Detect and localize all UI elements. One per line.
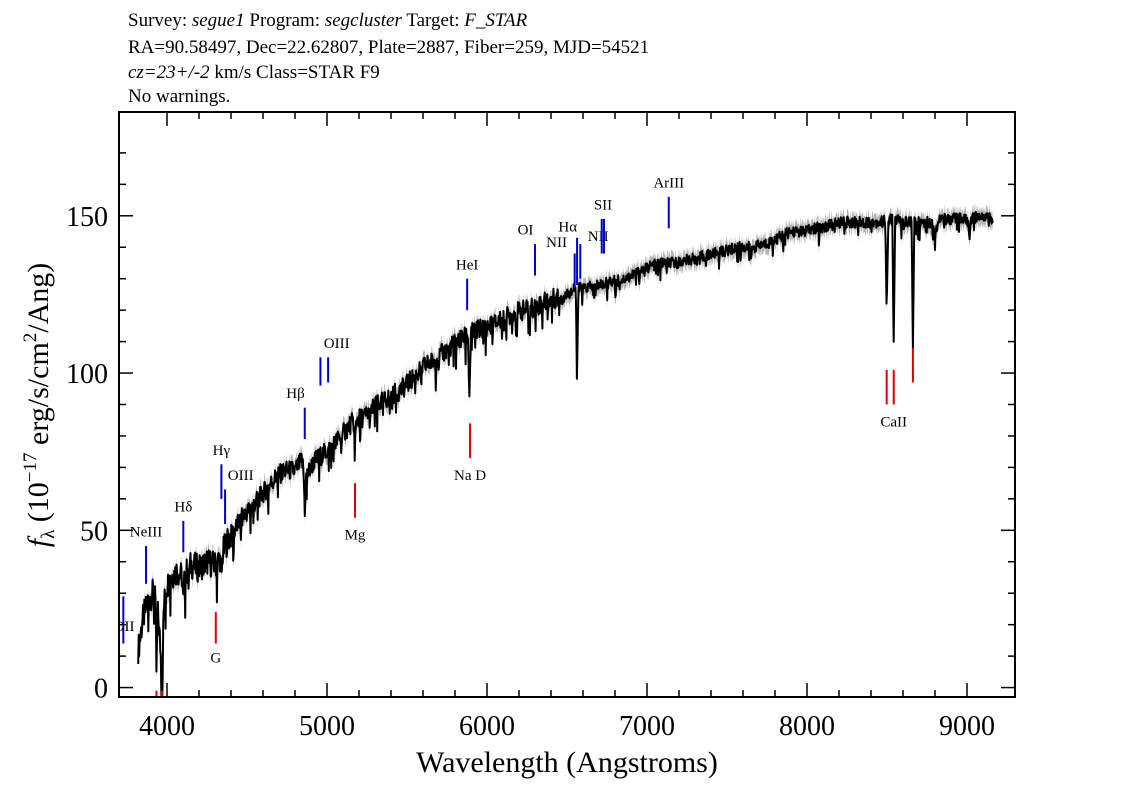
emission-marker-hdelta-label: Hδ (174, 499, 192, 515)
svg-text:fλ (10−17 erg/s/cm2/Ang): fλ (10−17 erg/s/cm2/Ang) (20, 263, 59, 548)
emission-marker-neiii-label: NeIII (130, 525, 162, 541)
x-tick-label: 8000 (779, 711, 835, 742)
plot-frame (118, 111, 1016, 698)
header-line-redshift: cz=23+/-2 km/s Class=STAR F9 (128, 62, 380, 84)
survey-label: Survey: (128, 10, 188, 31)
cz-unit: km/s (214, 62, 252, 83)
emission-marker-oiii-4959-label: OIII (324, 336, 350, 352)
x-tick-label: 4000 (139, 711, 195, 742)
emission-marker-ariii-label: ArIII (653, 175, 684, 191)
x-tick-label: 9000 (939, 711, 995, 742)
axis-ticks: 4000 5000 6000 7000 8000 9000 0 50 100 150 (66, 112, 1015, 742)
emission-marker-oiii-4363-label: OIII (228, 468, 254, 484)
emission-marker-hbeta-label: Hβ (286, 386, 304, 402)
y-tick-label: 150 (66, 202, 108, 233)
undefined-label: Na D (454, 468, 486, 484)
y-tick-label: 50 (80, 516, 108, 547)
y-tick-label: 0 (94, 674, 108, 705)
emission-marker-oii-label: OII (114, 619, 135, 635)
undefined-label: Mg (345, 528, 366, 544)
program-value: segcluster (324, 10, 402, 31)
target-value: F_STAR (464, 10, 528, 31)
emission-marker-oi-label: OI (518, 223, 534, 239)
undefined-label: G (210, 650, 221, 666)
undefined-label: CaII (880, 415, 907, 431)
emission-marker-nii-6548-label: NII (546, 235, 567, 251)
error-band (138, 203, 993, 697)
header-line-warnings: No warnings. (128, 86, 231, 107)
target-label: Target: (406, 10, 460, 31)
error-band-area (138, 203, 993, 697)
x-tick-label: 5000 (299, 711, 355, 742)
cz-value: cz=23+/-2 (128, 62, 210, 83)
x-axis-label: Wavelength (Angstroms) (416, 746, 718, 779)
emission-marker-halpha-label: Hα (558, 220, 577, 236)
x-tick-label: 7000 (619, 711, 675, 742)
x-tick-label: 6000 (459, 711, 515, 742)
program-label: Program: (249, 10, 321, 31)
spectral-line-markers: OIINeIIIHδHγOIIIHβOIIIHeIOINIIHαNIISIIAr… (114, 175, 914, 697)
survey-value: segue1 (191, 10, 245, 31)
emission-marker-hei-label: HeI (456, 257, 479, 273)
emission-marker-hgamma-label: Hγ (213, 443, 231, 459)
y-axis-label: fλ (10−17 erg/s/cm2/Ang) (20, 263, 59, 548)
header-line-coords: RA=90.58497, Dec=22.62807, Plate=2887, F… (128, 37, 650, 58)
spectrum-line (137, 210, 994, 697)
emission-marker-nii-6583-label: NII (588, 229, 609, 245)
class-value: Class=STAR F9 (256, 62, 380, 83)
header-line-target: Survey: segue1 Program: segcluster Targe… (128, 10, 527, 32)
emission-marker-sii-6717-label: SII (594, 198, 612, 214)
y-tick-label: 100 (66, 359, 108, 390)
spectrum-series (137, 210, 994, 697)
